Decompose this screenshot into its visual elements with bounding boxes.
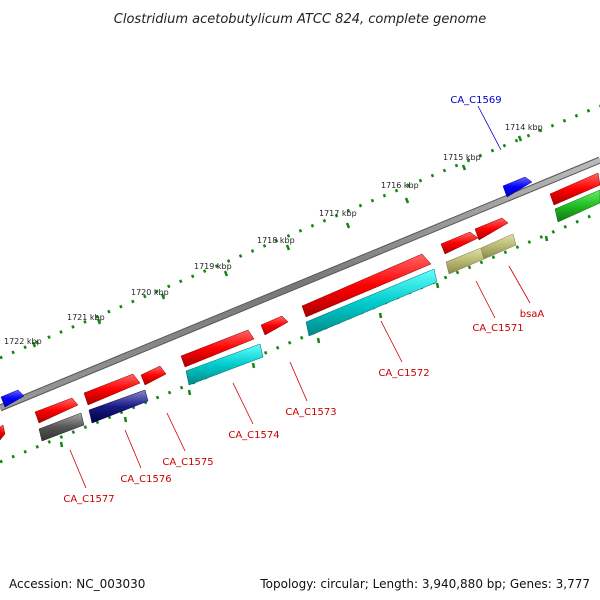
gene-label-ca-c1574[interactable]: CA_C1574 <box>228 430 279 441</box>
scale-label-1715: 1715 kbp <box>443 153 481 162</box>
feature-grey[interactable] <box>38 412 85 442</box>
scale-label-1714: 1714 kbp <box>505 123 543 132</box>
scale-label-1718: 1718 kbp <box>257 236 295 245</box>
gene-bsaa-red[interactable] <box>474 217 509 241</box>
scale-major-ticks <box>31 135 523 348</box>
gene-ca-c1571-red-a[interactable] <box>440 231 479 255</box>
feature-olive-b[interactable] <box>480 233 517 260</box>
accession-text: Accession: NC_003030 <box>9 577 146 591</box>
gene-label-ca-c1575[interactable]: CA_C1575 <box>162 457 213 468</box>
scale-label-1719: 1719 kbp <box>194 262 232 271</box>
feature-cyan-short[interactable] <box>185 343 264 386</box>
genome-stats-text: Topology: circular; Length: 3,940,880 bp… <box>260 577 590 591</box>
scale-label-1721: 1721 kbp <box>67 313 105 322</box>
gene-ca-c1575-red[interactable] <box>140 365 167 386</box>
feature-cyan-long[interactable] <box>305 268 438 337</box>
gene-ca-c1577-red[interactable] <box>34 397 79 424</box>
scale-label-1716: 1716 kbp <box>381 181 419 190</box>
scale-label-1717: 1717 kbp <box>319 209 357 218</box>
gene-label-ca-c1572[interactable]: CA_C1572 <box>378 368 429 379</box>
gene-left-blue[interactable] <box>0 389 25 408</box>
map-title: Clostridium acetobutylicum ATCC 824, com… <box>114 12 486 27</box>
gene-left-edge-red[interactable] <box>0 424 6 441</box>
feature-green[interactable] <box>554 189 600 223</box>
gene-ca-c1572-red[interactable] <box>301 253 432 318</box>
gene-label-ca-c1577[interactable]: CA_C1577 <box>63 494 114 505</box>
scale-label-1722: 1722 kbp <box>4 337 42 346</box>
scale-ring-inner <box>0 210 600 464</box>
gene-label-ca-c1576[interactable]: CA_C1576 <box>120 474 171 485</box>
gene-ca-c1574-red[interactable] <box>180 329 255 368</box>
gene-right-edge-red[interactable] <box>549 172 600 206</box>
gene-label-ca-c1573[interactable]: CA_C1573 <box>285 407 336 418</box>
feature-olive-a[interactable] <box>445 247 485 275</box>
scale-label-1720: 1720 kbp <box>131 288 169 297</box>
scale-inner-major-ticks <box>59 235 549 448</box>
gene-label-ca-c1571[interactable]: CA_C1571 <box>472 323 523 334</box>
gene-ca-c1576-red[interactable] <box>83 373 141 406</box>
gene-ca-c1573-red[interactable] <box>260 315 289 336</box>
leader-lines <box>69 105 531 489</box>
gene-ca-c1569[interactable] <box>502 176 533 198</box>
gene-label-ca-c1569[interactable]: CA_C1569 <box>450 95 501 106</box>
gene-label-bsaa[interactable]: bsaA <box>520 309 545 320</box>
feature-navy[interactable] <box>88 389 149 424</box>
scale-ring-outer <box>0 104 600 360</box>
